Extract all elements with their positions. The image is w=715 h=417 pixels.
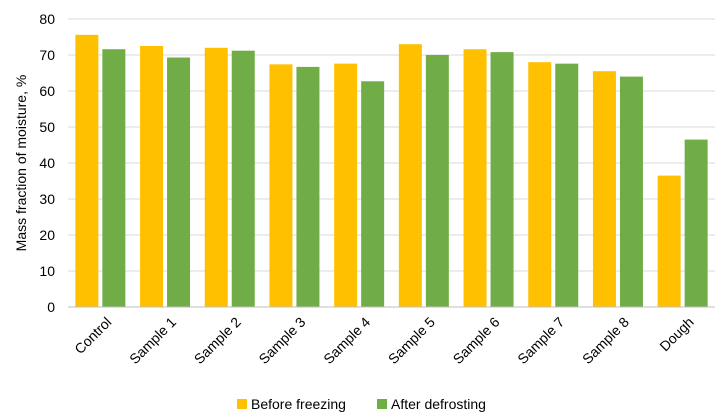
bar-after-defrosting <box>555 63 579 307</box>
y-tick-label: 60 <box>39 83 55 99</box>
x-tick-label: Sample 1 <box>126 314 179 367</box>
y-tick-label: 30 <box>39 191 55 207</box>
x-tick-label: Control <box>71 314 114 357</box>
legend-swatch <box>237 399 247 409</box>
x-tick-label: Sample 3 <box>255 314 308 367</box>
bar-before-freezing <box>334 63 358 307</box>
y-tick-label: 10 <box>39 263 55 279</box>
y-tick-label: 50 <box>39 119 55 135</box>
bar-before-freezing <box>204 47 228 308</box>
bar-after-defrosting <box>296 66 320 307</box>
y-tick-label: 40 <box>39 155 55 171</box>
gridlines <box>68 18 715 272</box>
bar-after-defrosting <box>361 81 385 307</box>
y-tick-label: 0 <box>47 299 55 315</box>
x-tick-label: Dough <box>656 314 696 354</box>
legend-swatch <box>377 399 387 409</box>
y-tick-label: 80 <box>39 11 55 27</box>
x-tick-label: Sample 5 <box>385 314 438 367</box>
y-tick-label: 70 <box>39 47 55 63</box>
bar-after-defrosting <box>167 57 191 307</box>
bar-after-defrosting <box>425 55 449 307</box>
bar-after-defrosting <box>102 49 126 308</box>
bar-after-defrosting <box>619 76 643 307</box>
x-tick-label: Sample 2 <box>191 314 244 367</box>
bar-before-freezing <box>592 71 616 307</box>
bar-after-defrosting <box>231 50 255 308</box>
bar-before-freezing <box>75 34 99 308</box>
bar-after-defrosting <box>684 139 708 307</box>
legend: Before freezing After defrosting <box>237 396 486 412</box>
bar-before-freezing <box>140 46 164 307</box>
x-tick-label: Sample 6 <box>450 314 503 367</box>
x-tick-label: Sample 4 <box>320 314 373 367</box>
bars <box>75 34 708 308</box>
bar-before-freezing <box>269 64 293 307</box>
y-axis-label: Mass fraction of moisture, % <box>13 75 29 252</box>
y-tick-label: 20 <box>39 227 55 243</box>
bar-before-freezing <box>398 44 422 307</box>
legend-label: After defrosting <box>391 396 486 412</box>
y-axis-ticks: 0 10 20 30 40 50 60 70 80 <box>39 11 55 315</box>
x-tick-label: Sample 8 <box>579 314 632 367</box>
legend-label: Before freezing <box>251 396 346 412</box>
bar-before-freezing <box>657 175 681 307</box>
bar-before-freezing <box>528 62 552 308</box>
bar-after-defrosting <box>490 52 514 308</box>
x-tick-label: Sample 7 <box>514 314 567 367</box>
bar-before-freezing <box>463 49 487 308</box>
